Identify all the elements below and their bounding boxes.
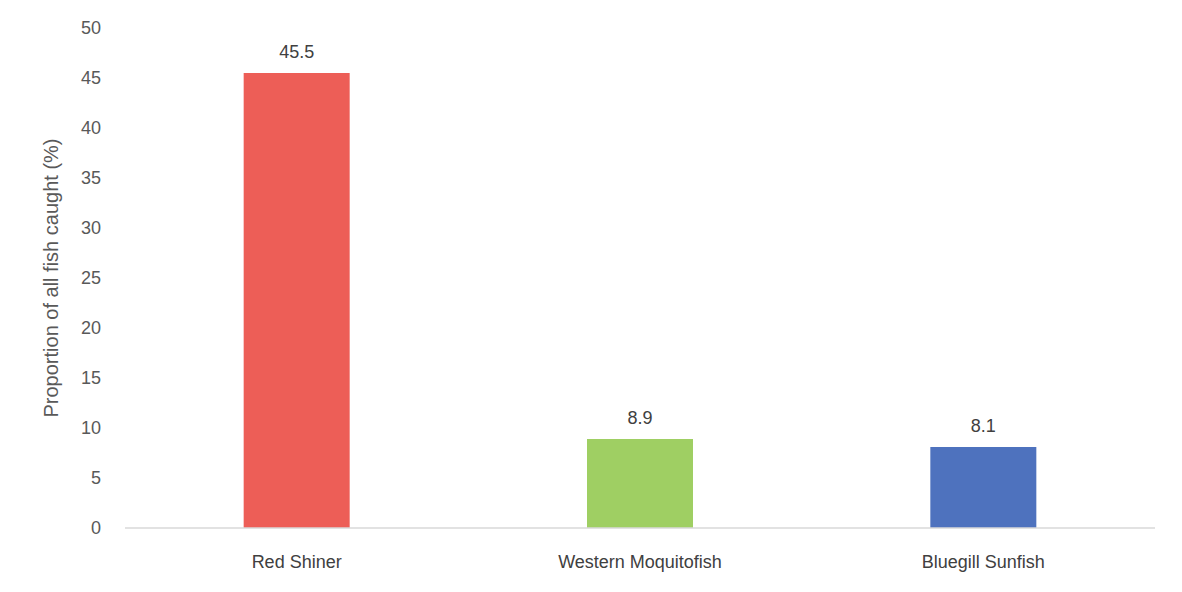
y-tick-label: 20 [81, 318, 101, 338]
y-tick-label: 5 [91, 468, 101, 488]
y-tick-label: 30 [81, 218, 101, 238]
data-labels: 45.5 8.9 8.1 [279, 42, 996, 436]
bars [244, 73, 1037, 528]
data-label: 8.1 [971, 416, 996, 436]
x-axis-line [125, 527, 1155, 529]
x-tick-label: Western Moquitofish [558, 552, 722, 572]
data-label: 45.5 [279, 42, 314, 62]
bar [244, 73, 350, 528]
bar [930, 447, 1036, 528]
bar [587, 439, 693, 528]
chart-container: 0 5 10 15 20 25 30 35 40 45 50 Proportion of all fi… [0, 0, 1182, 592]
y-tick-label: 10 [81, 418, 101, 438]
x-axis: Red Shiner Western Moquitofish Bluegill Su… [252, 552, 1045, 572]
y-tick-label: 0 [91, 518, 101, 538]
chart-svg: 0 5 10 15 20 25 30 35 40 45 50 Proportion of all fi… [0, 0, 1182, 592]
y-tick-label: 40 [81, 118, 101, 138]
x-tick-label: Red Shiner [252, 552, 342, 572]
y-tick-label: 25 [81, 268, 101, 288]
x-tick-label: Bluegill Sunfish [922, 552, 1045, 572]
y-tick-label: 35 [81, 168, 101, 188]
y-tick-label: 45 [81, 68, 101, 88]
y-axis-label: Proportion of all fish caught (%) [40, 138, 62, 417]
y-axis: 0 5 10 15 20 25 30 35 40 45 50 [81, 18, 101, 538]
y-tick-label: 15 [81, 368, 101, 388]
y-tick-label: 50 [81, 18, 101, 38]
data-label: 8.9 [627, 408, 652, 428]
